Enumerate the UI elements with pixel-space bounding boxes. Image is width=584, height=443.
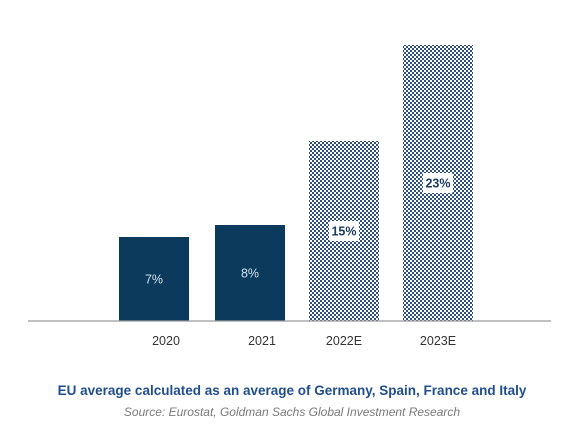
data-label-2020: 7% <box>145 273 163 287</box>
chart-footnote: EU average calculated as an average of G… <box>57 383 527 398</box>
x-tick-label-2021: 2021 <box>248 334 276 348</box>
bars <box>119 45 473 321</box>
x-tick-label-2020: 2020 <box>152 334 180 348</box>
data-label-box-2023e <box>423 173 453 193</box>
x-tick-labels: 2020 2021 2022E 2023E <box>152 334 456 348</box>
data-label-2022e: 15% <box>331 225 356 239</box>
data-label-box-2022e <box>329 221 359 241</box>
chart-source: Source: Eurostat, Goldman Sachs Global I… <box>123 405 461 419</box>
data-labels: 7% 8% 15% 23% <box>145 173 453 287</box>
data-label-2023e: 23% <box>425 177 450 191</box>
x-tick-label-2022e: 2022E <box>326 334 362 348</box>
x-tick-label-2023e: 2023E <box>420 334 456 348</box>
data-label-2021: 8% <box>241 267 259 281</box>
bar-2021 <box>215 225 285 321</box>
bar-2020 <box>119 237 189 321</box>
